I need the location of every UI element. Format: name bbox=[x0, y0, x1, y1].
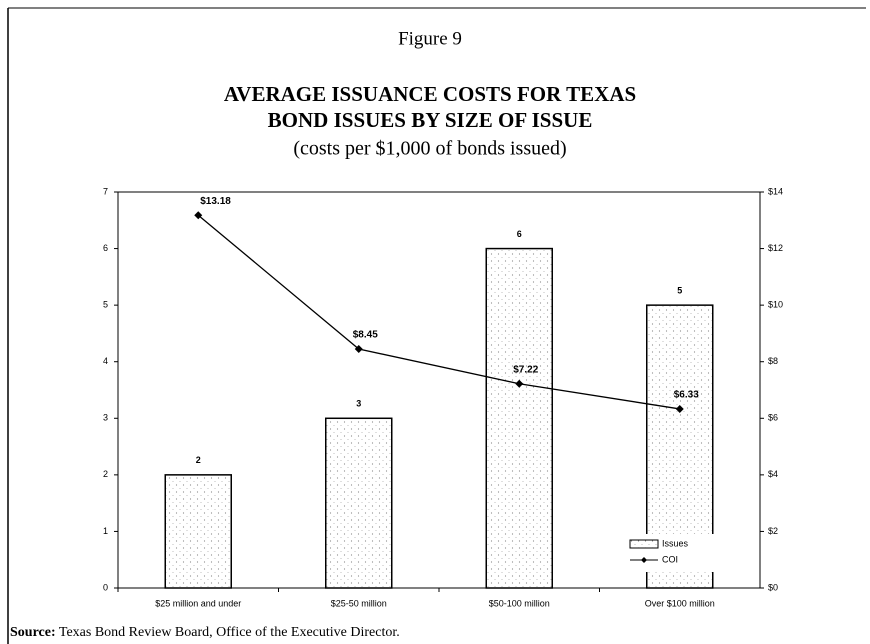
legend-marker bbox=[641, 557, 647, 563]
y2-tick-label: $12 bbox=[768, 243, 783, 253]
line-value-label: $6.33 bbox=[674, 390, 699, 401]
y2-tick-label: $14 bbox=[768, 186, 783, 196]
x-tick-label: $25-50 million bbox=[331, 598, 387, 608]
bar-value-label: 3 bbox=[356, 399, 361, 409]
x-tick-label: $50-100 million bbox=[489, 598, 550, 608]
y2-tick-label: $6 bbox=[768, 413, 778, 423]
bar bbox=[485, 247, 553, 589]
y-tick-label: 7 bbox=[103, 186, 108, 196]
x-tick-label: Over $100 million bbox=[645, 598, 715, 608]
source-text: Texas Bond Review Board, Office of the E… bbox=[59, 625, 400, 640]
y-tick-label: 5 bbox=[103, 300, 108, 310]
bar bbox=[325, 417, 393, 589]
y2-tick-label: $2 bbox=[768, 526, 778, 536]
line bbox=[197, 214, 680, 410]
line-marker bbox=[194, 211, 203, 220]
bar-value-label: 2 bbox=[196, 455, 201, 465]
line-marker bbox=[354, 344, 363, 353]
y2-tick-label: $8 bbox=[768, 356, 778, 366]
figure-label: Figure 9 bbox=[398, 28, 462, 49]
y2-tick-label: $10 bbox=[768, 300, 783, 310]
line-value-label: $8.45 bbox=[353, 330, 378, 341]
x-tick-label: $25 million and under bbox=[155, 598, 241, 608]
legend-label: COI bbox=[662, 554, 678, 564]
line-value-label: $7.22 bbox=[513, 364, 538, 375]
legend-label: Issues bbox=[662, 538, 689, 548]
source-label: Source: bbox=[10, 625, 56, 640]
y-tick-label: 3 bbox=[103, 413, 108, 423]
y-tick-label: 4 bbox=[103, 356, 108, 366]
bar-value-label: 5 bbox=[677, 286, 682, 296]
y-tick-label: 6 bbox=[103, 243, 108, 253]
chart-subtitle: (costs per $1,000 of bonds issued) bbox=[293, 138, 566, 160]
chart-title: AVERAGE ISSUANCE COSTS FOR TEXAS bbox=[224, 82, 636, 106]
y2-tick-label: $4 bbox=[768, 469, 778, 479]
legend-swatch bbox=[629, 539, 659, 549]
source: Source: Texas Bond Review Board, Office … bbox=[10, 625, 400, 640]
line-marker bbox=[515, 379, 524, 388]
y-tick-label: 1 bbox=[103, 526, 108, 536]
bar-value-label: 6 bbox=[517, 229, 522, 239]
bar bbox=[164, 474, 232, 589]
y-tick-label: 2 bbox=[103, 469, 108, 479]
line-value-label: $13.18 bbox=[200, 196, 231, 207]
line-marker bbox=[675, 404, 684, 413]
y-tick-label: 0 bbox=[103, 582, 108, 592]
y2-tick-label: $0 bbox=[768, 582, 778, 592]
chart-title: BOND ISSUES BY SIZE OF ISSUE bbox=[268, 108, 593, 132]
